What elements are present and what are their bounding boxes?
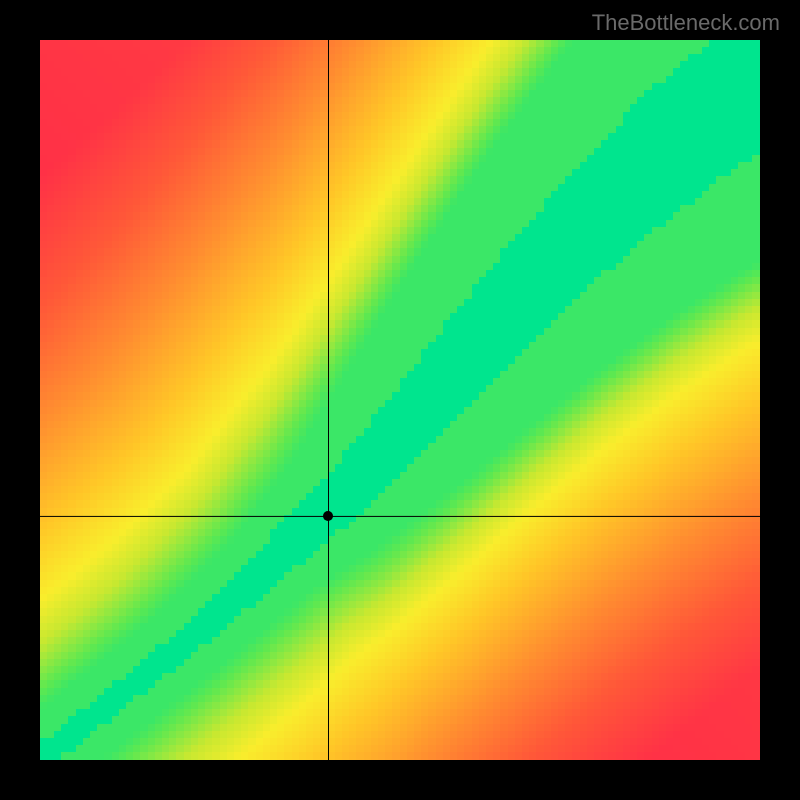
plot-area <box>40 40 760 760</box>
heatmap-canvas <box>40 40 760 760</box>
chart-container: TheBottleneck.com <box>0 0 800 800</box>
watermark-text: TheBottleneck.com <box>592 10 780 36</box>
